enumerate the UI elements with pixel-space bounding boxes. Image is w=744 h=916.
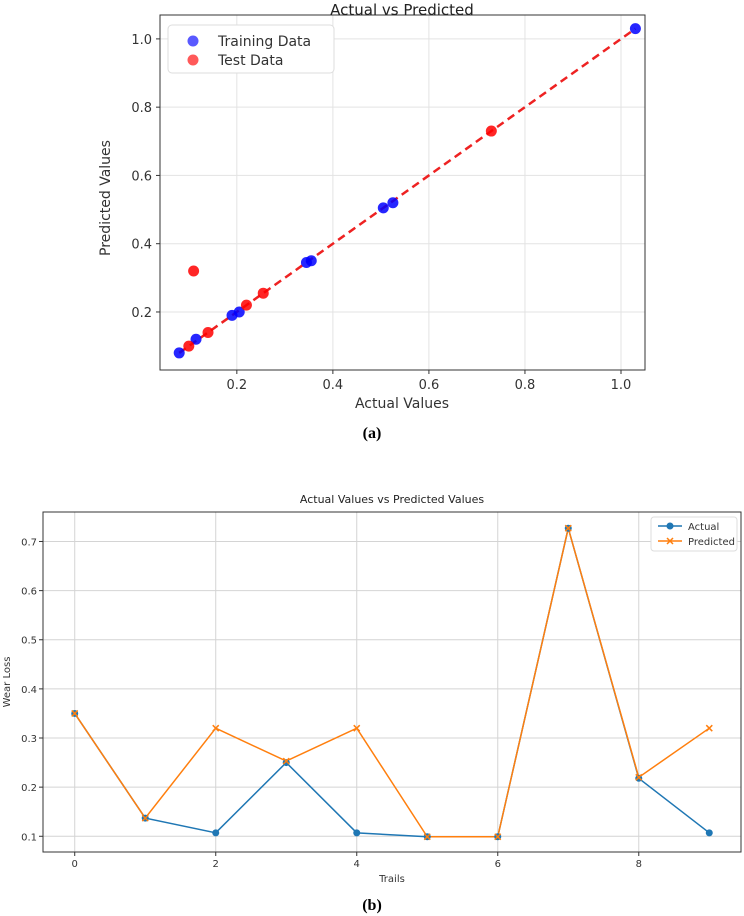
y-tick-label-a: 0.2 [131, 306, 152, 321]
y-tick-label-b: 0.5 [21, 636, 37, 647]
training-point [173, 347, 185, 359]
predicted-point [141, 814, 149, 822]
legend-a: Training Data Test Data [167, 24, 335, 74]
predicted-point [635, 773, 643, 781]
scatter-chart: 0.2 0.4 0.6 0.8 1.0 0.2 0.4 0.6 0.8 1.0 Actual vs… [98, 1, 646, 442]
x-tick-label-b: 2 [213, 859, 219, 870]
y-axis-label-b: Wear Loss [2, 657, 13, 708]
predicted-point [353, 724, 361, 732]
x-tick-label-b: 8 [636, 859, 642, 870]
x-axis-label-b: Trails [378, 874, 405, 885]
actual-point [212, 829, 220, 837]
training-point [305, 255, 317, 267]
y-tick-label-a: 0.4 [131, 238, 152, 253]
legend-label-test: Test Data [217, 53, 283, 69]
test-point [240, 299, 252, 311]
ticks-a: 0.2 0.4 0.6 0.8 1.0 0.2 0.4 0.6 0.8 1.0 [131, 33, 631, 393]
y-tick-label-b: 0.2 [21, 783, 37, 794]
series-b [71, 524, 713, 841]
y-tick-label-b: 0.1 [21, 832, 37, 843]
grid-b [43, 512, 741, 852]
y-tick-label-a: 1.0 [131, 33, 152, 48]
training-point [629, 23, 641, 35]
predicted-point [705, 724, 713, 732]
legend-label-predicted: Predicted [688, 537, 735, 548]
legend-marker-training [187, 35, 199, 47]
training-point [387, 197, 399, 209]
training-point [233, 306, 245, 318]
x-tick-label-a: 1.0 [611, 378, 632, 393]
legend-label-actual: Actual [688, 522, 719, 533]
x-axis-label-a: Actual Values [355, 396, 449, 412]
x-tick-label-b: 0 [72, 859, 78, 870]
caption-b: (b) [362, 897, 382, 914]
x-tick-label-b: 4 [354, 859, 360, 870]
reference-line-a [178, 27, 637, 354]
actual-line [74, 528, 710, 838]
predicted-point [423, 833, 431, 841]
legend-marker-actual [666, 522, 674, 530]
chart-title-a: Actual vs Predicted [330, 1, 474, 19]
line-chart: 0 2 4 6 8 0.1 0.2 0.3 0.4 0.5 0.6 0.7 Actual Values… [2, 493, 742, 914]
test-point [485, 125, 497, 137]
legend-marker-test [187, 54, 199, 66]
predicted-point [494, 833, 502, 841]
test-point [183, 340, 195, 352]
y-axis-label-a: Predicted Values [98, 140, 114, 256]
predicted-point [282, 757, 290, 765]
training-point [190, 333, 202, 345]
plot-frame-b [42, 511, 742, 853]
reference-line [178, 27, 637, 354]
predicted-point [71, 709, 79, 717]
predicted-line [74, 528, 710, 838]
x-tick-label-b: 6 [495, 859, 501, 870]
predicted-point [564, 524, 572, 532]
actual-point [353, 829, 361, 837]
y-tick-label-b: 0.7 [21, 537, 37, 548]
x-tick-label-a: 0.6 [419, 378, 440, 393]
legend-b: Actual Predicted [650, 516, 738, 552]
y-tick-label-b: 0.6 [21, 587, 37, 598]
legend-marker-predicted [666, 537, 674, 545]
actual-point [705, 829, 713, 837]
plot-frame-a [159, 14, 646, 371]
y-tick-label-b: 0.3 [21, 734, 37, 745]
x-tick-label-a: 0.2 [226, 378, 247, 393]
points-a [173, 23, 641, 359]
actual-point [282, 759, 290, 767]
chart-title-b: Actual Values vs Predicted Values [300, 493, 484, 506]
test-point [188, 265, 200, 277]
y-tick-label-a: 0.6 [131, 169, 152, 184]
legend-label-training: Training Data [217, 34, 311, 50]
test-point [257, 287, 269, 299]
ticks-b: 0 2 4 6 8 0.1 0.2 0.3 0.4 0.5 0.6 0.7 [21, 537, 642, 870]
caption-a: (a) [363, 425, 382, 442]
legend-box-a [167, 24, 335, 74]
x-tick-label-a: 0.8 [515, 378, 536, 393]
predicted-point [212, 724, 220, 732]
y-tick-label-b: 0.4 [21, 685, 37, 696]
training-point [377, 202, 389, 214]
x-tick-label-a: 0.4 [323, 378, 344, 393]
test-point [202, 326, 214, 338]
y-tick-label-a: 0.8 [131, 101, 152, 116]
